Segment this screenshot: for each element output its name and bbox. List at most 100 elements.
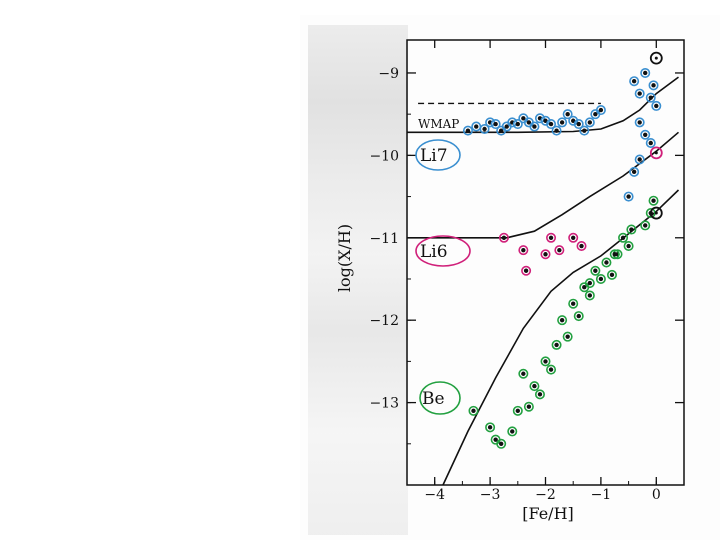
point-be: [598, 276, 604, 282]
point-be: [620, 235, 626, 240]
point-be: [521, 371, 526, 376]
point-ring-li7: [634, 117, 645, 128]
point-ring-be: [518, 368, 529, 379]
point-ring-be: [609, 249, 620, 260]
solar-markers: [649, 51, 663, 220]
point-ring-li7: [546, 119, 557, 130]
point-li6: [523, 268, 529, 273]
point-ring-li7: [512, 119, 523, 130]
point-ring-li7: [645, 138, 656, 149]
y-tick-label: −11: [369, 231, 399, 247]
point-ring-li7: [462, 125, 473, 136]
point-be: [498, 441, 504, 446]
point-ring-li7: [623, 191, 634, 202]
point-li7: [515, 121, 520, 127]
x-axis-title: [Fe/H]: [522, 504, 574, 523]
point-li7: [559, 120, 565, 125]
sun-marker: [649, 146, 663, 160]
point-ring-li7: [634, 154, 645, 165]
point-be: [537, 392, 543, 397]
point-ring-li7: [562, 109, 573, 120]
be-label-circle: [419, 381, 461, 415]
point-ring-li7: [640, 129, 651, 140]
point-ring-be: [540, 356, 551, 367]
sun-marker-dot: [654, 56, 658, 60]
point-li7: [526, 120, 532, 125]
point-be: [565, 334, 570, 339]
point-ring-be: [546, 364, 557, 375]
point-ring-li7: [651, 100, 662, 111]
point-be: [471, 408, 476, 414]
be-label: Be: [422, 389, 445, 409]
point-ring-be: [573, 311, 584, 322]
li7-label-circle: [415, 139, 461, 171]
point-ring-li7: [479, 124, 490, 135]
li7-label: Li7: [420, 146, 448, 166]
point-ring-li7: [490, 119, 501, 130]
point-be: [643, 223, 648, 228]
point-be: [651, 198, 656, 203]
point-ring-li7: [634, 88, 645, 99]
point-ring-li7: [579, 125, 590, 136]
point-be: [593, 268, 598, 273]
point-ring-li6: [568, 232, 579, 243]
y-tick-label: −10: [369, 148, 399, 164]
point-li7: [504, 124, 509, 129]
point-ring-li7: [529, 121, 540, 132]
point-li7: [631, 79, 637, 84]
y-axis-title: log(X/H): [335, 224, 354, 292]
point-li7: [651, 83, 656, 88]
point-ring-be: [485, 422, 496, 433]
point-ring-li7: [573, 119, 584, 130]
point-be: [629, 227, 634, 232]
point-li7: [482, 126, 487, 132]
point-ring-be: [606, 269, 617, 280]
point-ring-li6: [498, 232, 509, 243]
point-ring-be: [512, 405, 523, 416]
y-tick-label: −13: [369, 396, 399, 412]
point-ring-be: [640, 220, 651, 231]
point-li7: [637, 91, 642, 96]
point-ring-li7: [534, 113, 545, 124]
point-li7: [598, 107, 604, 113]
point-ring-be: [496, 438, 507, 449]
point-ring-be: [601, 257, 612, 268]
y-tick-label: −12: [369, 313, 399, 329]
point-li7: [648, 140, 653, 146]
point-li7: [532, 124, 537, 129]
point-be: [532, 383, 537, 389]
point-li7: [498, 128, 504, 133]
point-be: [609, 272, 615, 278]
point-be: [548, 367, 554, 372]
x-tick-label: 0: [652, 487, 661, 503]
point-li6: [501, 235, 507, 240]
x-tick-label: −2: [535, 487, 556, 503]
point-be: [510, 429, 515, 434]
point-li7: [521, 116, 526, 121]
point-ring-be: [568, 298, 579, 309]
point-be: [543, 359, 548, 364]
point-ring-li7: [595, 105, 606, 116]
y-ticks: −9 −10 −11 −12 −13: [369, 66, 684, 445]
point-li7: [637, 157, 642, 162]
point-ring-be: [523, 401, 534, 412]
point-li7: [576, 121, 581, 127]
point-be: [559, 317, 565, 323]
scan-smudge: [308, 25, 408, 535]
point-ring-li7: [557, 117, 568, 128]
point-be: [571, 301, 576, 306]
li6-label: Li6: [420, 242, 448, 262]
point-li7: [654, 103, 659, 109]
point-ring-be: [534, 389, 545, 400]
point-li6: [579, 243, 584, 249]
y-tick-label: −9: [378, 66, 399, 82]
x-tick-label: −3: [480, 487, 501, 503]
wmap-label: WMAP: [418, 117, 459, 131]
point-ring-li7: [629, 76, 640, 87]
point-li7: [548, 121, 554, 127]
point-be: [612, 252, 617, 257]
point-ring-li7: [551, 125, 562, 136]
point-be: [626, 243, 631, 249]
